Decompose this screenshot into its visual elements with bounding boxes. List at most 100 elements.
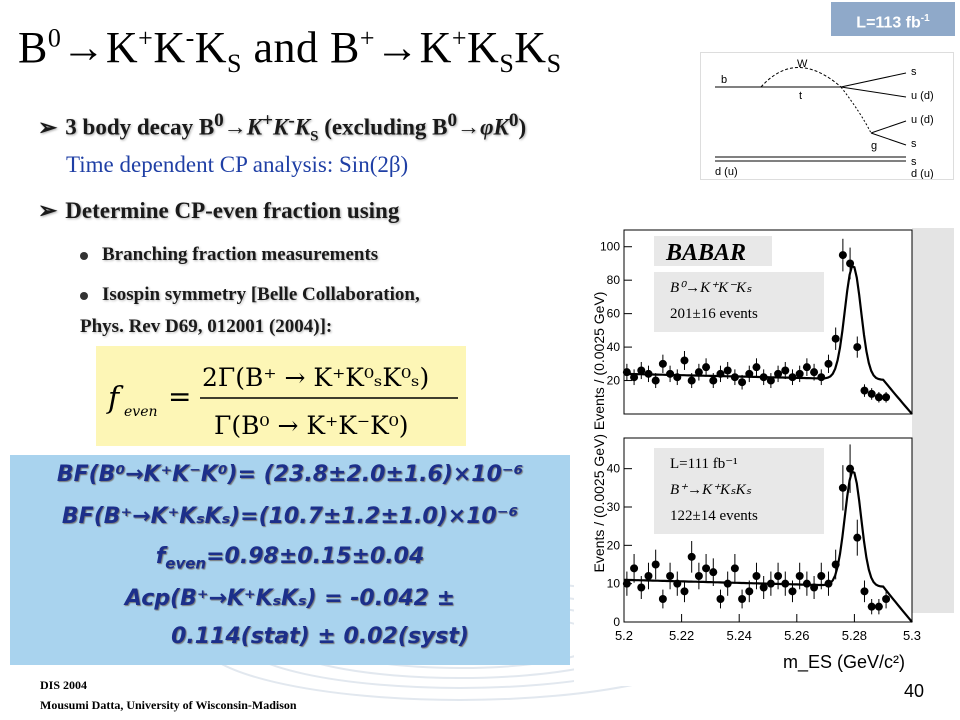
feynman-diagram: b W t g s u (d) u (d) s s d (u) d (u) [700, 52, 954, 180]
bf-bplus-result: BF(B⁺→K⁺KₛKₛ)=(10.7±1.2±1.0)×10⁻⁶ [61, 504, 519, 529]
data-point [831, 560, 840, 569]
data-point [867, 602, 876, 611]
x-tick-label: 5.28 [842, 628, 867, 643]
dot-bullet-icon [80, 291, 88, 300]
acp-result-line2: 0.114(stat) ± 0.02(syst) [171, 624, 469, 649]
data-point [622, 368, 631, 377]
legend-decay: B⁰→K⁺K⁻Kₛ [670, 280, 752, 296]
data-point [846, 464, 855, 473]
data-point [687, 552, 696, 561]
babar-logo-bg [654, 236, 772, 266]
formula-box: f even = 2Γ(B⁺ → K⁺K⁰ₛK⁰ₛ) Γ(B⁰ → K⁺K⁻K⁰… [96, 346, 466, 446]
data-point [838, 483, 847, 492]
data-point [766, 376, 775, 385]
legend-events: 201±16 events [670, 306, 758, 322]
legend-lumi: L=111 fb⁻¹ [670, 456, 738, 472]
y-tick-label: 60 [607, 307, 621, 321]
x-tick-label: 5.24 [727, 628, 752, 643]
x-tick-label: 5.3 [903, 628, 921, 643]
data-point [673, 579, 682, 588]
svg-text:=: = [168, 380, 191, 413]
f-even-result: feven=0.98±0.15±0.04 [155, 544, 425, 573]
y-axis-label: Events / (0.0025 GeV) Events / (0.0025 G… [591, 292, 607, 573]
svg-text:u (d): u (d) [911, 90, 934, 102]
svg-text:g: g [871, 140, 877, 152]
data-point [680, 356, 689, 365]
page-number: 40 [904, 681, 925, 701]
data-point [637, 366, 646, 375]
svg-text:d (u): d (u) [911, 168, 934, 180]
data-point [795, 369, 804, 378]
data-point [774, 572, 783, 580]
data-point [795, 572, 804, 580]
data-point [651, 376, 660, 385]
bullet-three-body-decay: ➢ 3 body decay B0→K+K-KS (excluding B0→φK… [38, 110, 527, 145]
data-point [673, 373, 682, 382]
data-point [810, 368, 819, 377]
bf-b0-result: BF(B⁰→K⁺K⁻K⁰)= (23.8±2.0±1.6)×10⁻⁶ [56, 462, 524, 487]
y-tick-label: 30 [607, 500, 621, 514]
data-point [817, 373, 826, 382]
data-point [759, 583, 768, 592]
data-point [874, 393, 883, 402]
plot-side-strip [912, 228, 954, 613]
mes-distribution-plots: Events / (0.0025 GeV) Events / (0.0025 G… [591, 229, 921, 673]
f-even-formula: f even = 2Γ(B⁺ → K⁺K⁰ₛK⁰ₛ) Γ(B⁰ → K⁺K⁻K⁰… [106, 363, 458, 440]
reference-continuation: Phys. Rev D69, 012001 (2004)]: [80, 316, 333, 337]
legend-events: 122±14 events [670, 508, 758, 524]
arrow-bullet-icon: ➢ [38, 198, 58, 223]
x-axis-label: m_ES (GeV/c²) [783, 652, 905, 673]
data-point [882, 393, 891, 402]
data-point [630, 373, 639, 382]
luminosity-badge: L=113 fb-1 [831, 2, 955, 36]
data-point [738, 378, 747, 387]
data-point [723, 579, 732, 588]
data-point [752, 363, 761, 372]
svg-text:d (u): d (u) [715, 166, 738, 178]
data-point [774, 369, 783, 378]
data-point [802, 579, 811, 588]
y-tick-label: 10 [607, 577, 621, 591]
data-point [709, 568, 718, 577]
y-tick-label: 40 [607, 462, 621, 476]
svg-text:s: s [911, 66, 917, 78]
data-point [853, 533, 862, 542]
svg-text:Γ(B⁰ → K⁺K⁻K⁰): Γ(B⁰ → K⁺K⁻K⁰) [214, 411, 409, 440]
data-point [694, 572, 703, 580]
data-point [622, 579, 631, 588]
dot-bullet-icon [80, 251, 88, 260]
svg-text:s: s [911, 138, 917, 150]
data-point [666, 572, 675, 580]
data-point [630, 564, 639, 573]
data-point [745, 369, 754, 378]
x-tick-label: 5.2 [615, 628, 633, 643]
data-point [694, 368, 703, 377]
data-point [867, 389, 876, 398]
acp-result-line1: Acp(B⁺→K⁺KₛKₛ) = -0.042 ± [124, 586, 456, 611]
svg-text:t: t [799, 90, 802, 102]
data-point [810, 583, 819, 592]
data-point [651, 560, 660, 569]
x-tick-label: 5.26 [784, 628, 809, 643]
arrow-bullet-icon: ➢ [38, 114, 58, 140]
svg-text:f: f [106, 381, 124, 416]
data-point [637, 583, 646, 592]
slide-title: B0→K+K-KS and B+→K+KSKS [18, 23, 562, 78]
data-point [687, 376, 696, 385]
data-point [781, 579, 790, 588]
data-point [882, 595, 891, 603]
y-tick-label: 20 [607, 374, 621, 388]
data-point [838, 251, 847, 260]
svg-text:u (d): u (d) [911, 114, 934, 126]
data-point [788, 587, 797, 596]
legend-box-1 [654, 448, 824, 534]
time-dependent-cp-line: Time dependent CP analysis: Sin(2β) [66, 152, 409, 177]
svg-text:W: W [797, 58, 808, 70]
data-point [860, 587, 869, 596]
data-point [802, 363, 811, 372]
data-point [730, 564, 739, 573]
data-point [752, 572, 761, 580]
svg-text:s: s [911, 156, 917, 168]
legend-box-0 [654, 272, 824, 332]
data-point [644, 369, 653, 378]
